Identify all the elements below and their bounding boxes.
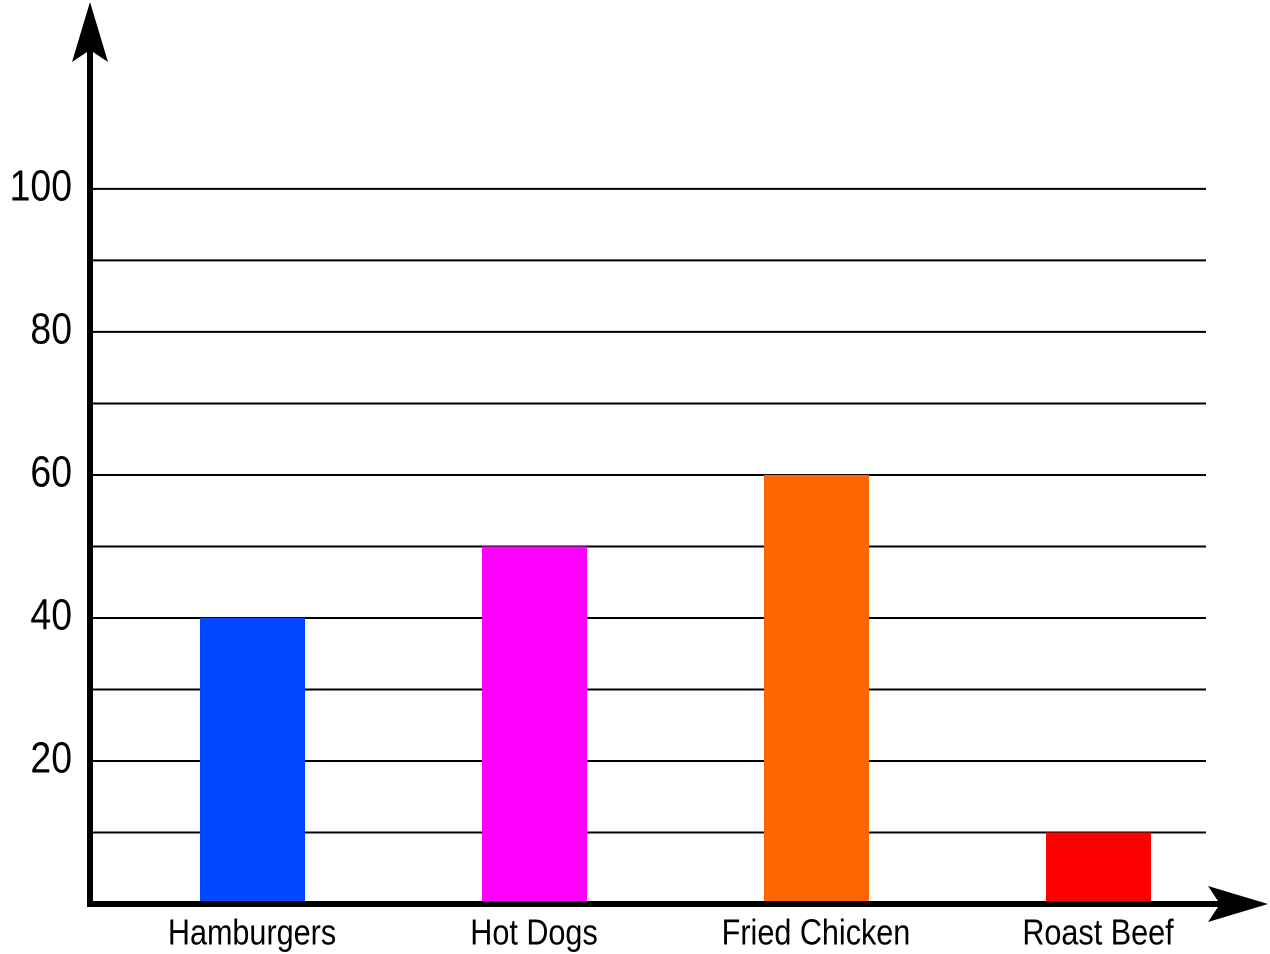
- y-tick-label: 100: [10, 161, 72, 211]
- x-tick-label: Hamburgers: [168, 913, 336, 953]
- x-axis-arrow: [1208, 886, 1268, 922]
- bar: [764, 474, 869, 904]
- y-tick-label: 60: [30, 447, 72, 497]
- bar: [200, 617, 305, 904]
- x-tick-label: Fried Chicken: [722, 913, 911, 953]
- bar: [482, 546, 587, 904]
- y-axis-arrow: [72, 2, 108, 62]
- x-tick-label: Roast Beef: [1022, 913, 1174, 953]
- y-tick-label: 80: [30, 304, 72, 354]
- x-tick-label: Hot Dogs: [470, 913, 597, 953]
- bar: [1046, 832, 1151, 904]
- y-tick-label: 20: [30, 733, 72, 783]
- y-tick-label: 40: [30, 590, 72, 640]
